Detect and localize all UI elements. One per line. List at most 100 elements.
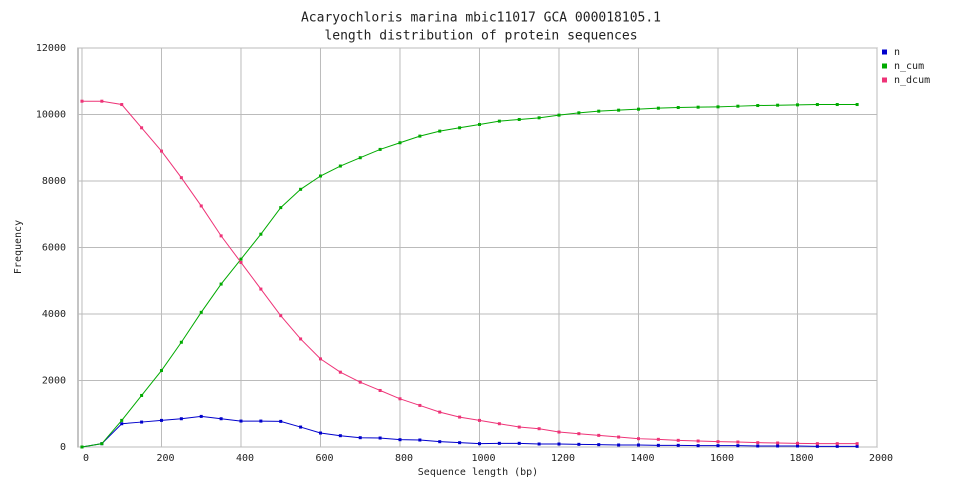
data-point (835, 103, 839, 107)
data-point (279, 206, 283, 210)
data-point (577, 432, 581, 436)
data-point (438, 440, 442, 444)
data-point (776, 103, 780, 107)
x-tick-label: 2000 (869, 453, 893, 464)
data-point (199, 204, 203, 208)
data-point (617, 435, 621, 439)
data-point (398, 141, 402, 145)
data-point (776, 444, 780, 448)
data-point (517, 117, 521, 121)
data-point (636, 443, 640, 447)
x-tick-label: 200 (156, 453, 174, 464)
data-point (338, 164, 342, 168)
data-point (696, 444, 700, 448)
series-line (81, 415, 858, 448)
data-point (120, 418, 124, 422)
data-point (557, 442, 561, 446)
data-point (318, 174, 322, 178)
data-point (239, 260, 243, 264)
data-point (100, 99, 104, 103)
data-point (776, 441, 780, 445)
data-point (497, 119, 501, 123)
data-point (855, 442, 859, 446)
data-point (477, 418, 481, 422)
data-point (80, 445, 84, 449)
data-point (696, 105, 700, 109)
data-point (497, 441, 501, 445)
data-point (656, 437, 660, 441)
data-point (219, 417, 223, 421)
data-point (597, 109, 601, 113)
data-point (636, 437, 640, 441)
data-point (736, 444, 740, 448)
data-point (617, 108, 621, 112)
data-point (338, 434, 342, 438)
legend-marker (882, 63, 887, 69)
legend-marker (882, 49, 887, 55)
y-tick-label: 6000 (42, 243, 66, 254)
data-point (676, 438, 680, 442)
y-tick-label: 4000 (42, 309, 66, 320)
data-point (100, 442, 104, 446)
data-point (418, 438, 422, 442)
data-point (159, 149, 163, 153)
data-point (458, 126, 462, 130)
data-point (199, 310, 203, 314)
data-point (259, 232, 263, 236)
data-point (80, 99, 84, 103)
data-point (338, 370, 342, 374)
data-point (696, 439, 700, 443)
data-point (378, 147, 382, 151)
data-point (577, 111, 581, 115)
data-point (537, 116, 541, 120)
data-point (676, 106, 680, 110)
data-point (815, 442, 819, 446)
y-tick-label: 0 (60, 442, 66, 453)
x-tick-label: 1400 (630, 453, 654, 464)
x-tick-label: 600 (315, 453, 333, 464)
data-point (120, 422, 124, 426)
data-point (517, 425, 521, 429)
data-point (815, 444, 819, 448)
data-point (557, 113, 561, 117)
series-line (81, 100, 858, 445)
legend-label: n (894, 47, 900, 58)
data-point (318, 357, 322, 361)
data-point (756, 444, 760, 448)
y-tick-label: 10000 (36, 110, 66, 121)
data-point (120, 103, 124, 107)
x-tick-label: 1200 (551, 453, 575, 464)
data-point (815, 103, 819, 107)
data-point (140, 393, 144, 397)
legend-label: n_cum (894, 61, 924, 72)
data-point (537, 442, 541, 446)
data-point (398, 438, 402, 442)
data-point (199, 414, 203, 418)
x-tick-label: 0 (83, 453, 89, 464)
x-tick-label: 800 (395, 453, 413, 464)
x-axis-label: Sequence length (bp) (418, 467, 538, 478)
data-point (537, 427, 541, 431)
chart-subtitle: length distribution of protein sequences (324, 29, 637, 44)
series-line (81, 104, 858, 448)
data-point (617, 443, 621, 447)
data-point (378, 388, 382, 392)
data-point (577, 442, 581, 446)
y-tick-label: 8000 (42, 176, 66, 187)
data-point (656, 443, 660, 447)
data-point (795, 103, 799, 107)
data-point (378, 436, 382, 440)
data-point (159, 418, 163, 422)
data-point (855, 103, 859, 107)
data-point (676, 443, 680, 447)
data-point (597, 433, 601, 437)
data-point (438, 410, 442, 414)
data-point (597, 443, 601, 447)
data-point (736, 104, 740, 108)
data-point (497, 422, 501, 426)
y-tick-label: 12000 (36, 43, 66, 54)
data-point (795, 444, 799, 448)
data-point (716, 440, 720, 444)
x-tick-label: 400 (236, 453, 254, 464)
